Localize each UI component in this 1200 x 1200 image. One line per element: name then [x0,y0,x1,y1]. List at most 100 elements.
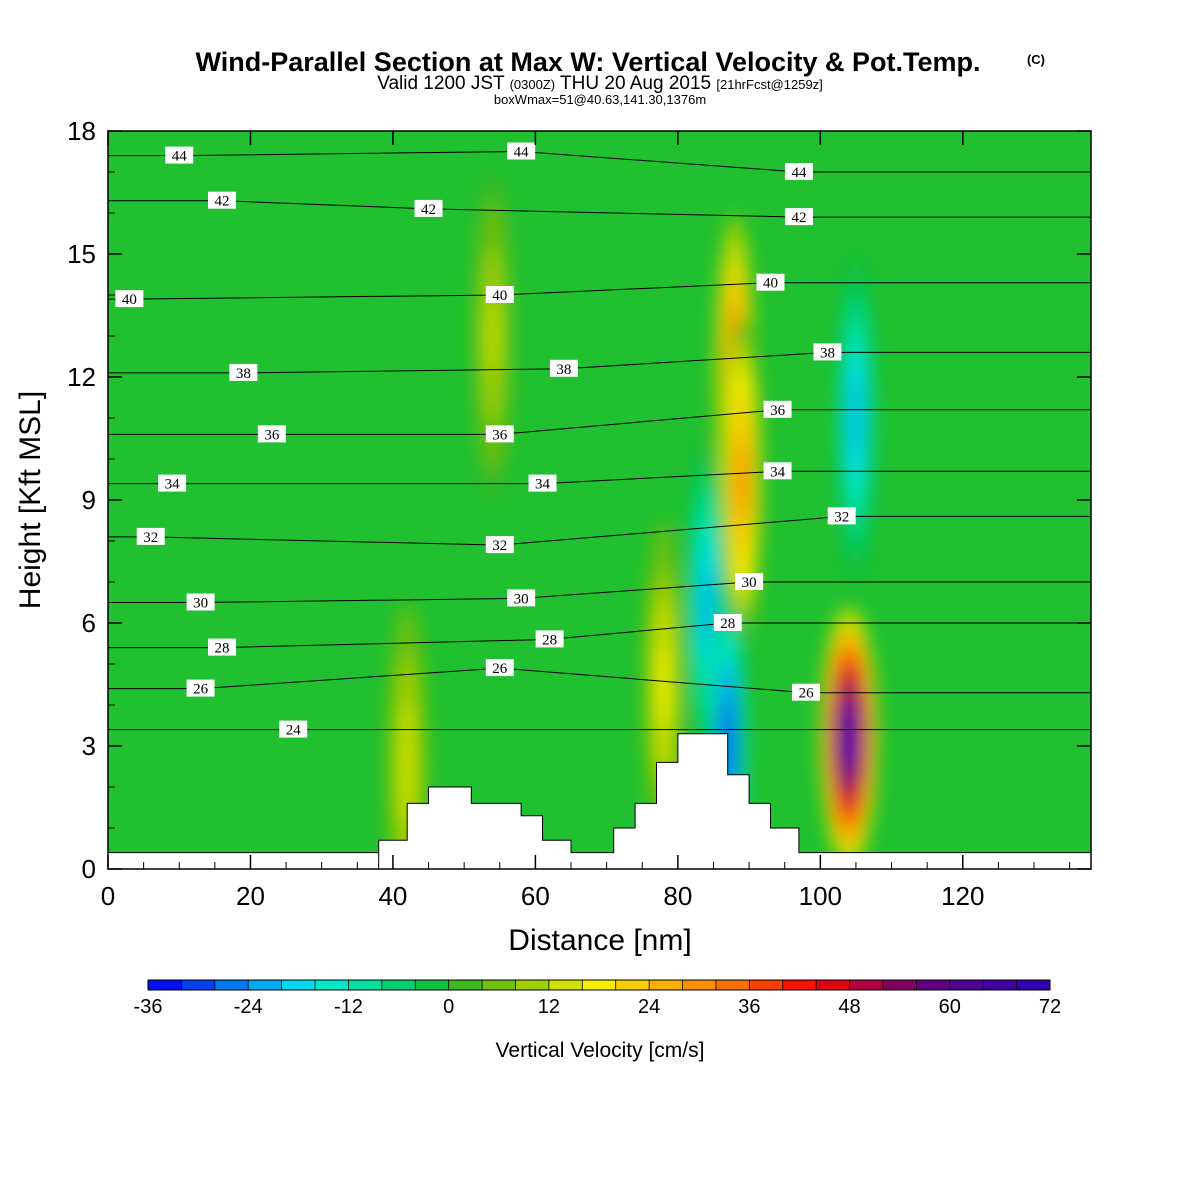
contour-label-bg [207,191,236,209]
contour-label-bg [507,142,536,160]
colorbar-swatch [682,980,717,990]
contour-label-text: 32 [834,509,849,525]
contour-label-bg [257,425,286,443]
contour-label-text: 36 [264,427,280,443]
velocity-blob-updraft [488,298,498,374]
plot-area [108,131,1091,869]
contour-label-text: 30 [514,591,529,607]
contour-label-bg [763,462,792,480]
contour-label-bg [528,474,557,492]
contour-label-text: 42 [214,194,229,210]
contour-label-text: 24 [286,723,302,739]
colorbar-swatch [148,980,182,990]
x-tick-label: 80 [663,881,692,911]
colorbar-tick-label: 12 [538,996,560,1018]
theta-contour-label: 32 [485,536,514,554]
colorbar-swatch [214,980,249,990]
contour-label-bg [186,679,215,697]
x-tick-label: 40 [378,881,407,911]
contour-label-bg [549,359,578,377]
colorbar-swatch [782,980,817,990]
contour-label-text: 38 [236,366,251,382]
contour-label-bg [229,363,258,381]
contour-label-text: 32 [143,530,158,546]
y-tick-label: 0 [82,854,96,884]
colorbar-swatch [615,980,650,990]
contour-label-text: 38 [820,345,835,361]
colorbar-tick-label: -36 [134,996,163,1018]
contour-label-bg [207,638,236,656]
colorbar-swatch [315,980,349,990]
contour-label-text: 42 [421,202,436,218]
theta-contour-label: 24 [279,720,308,739]
y-tick-label: 15 [67,239,96,269]
theta-contour-label: 30 [507,589,536,607]
x-tick-label: 120 [941,881,984,911]
contour-label-bg [158,474,187,492]
contour-label-text: 44 [791,165,807,181]
contour-label-bg [414,199,443,217]
theta-contour-label: 36 [485,425,514,443]
valid-date: THU 20 Aug 2015 [560,73,711,94]
colorbar-swatch [248,980,283,990]
colorbar-swatch [849,980,884,990]
contour-label-bg [535,630,564,648]
theta-contour-label: 32 [136,527,165,546]
contour-label-text: 36 [492,427,508,443]
x-tick-label: 60 [521,881,550,911]
theta-contour-label: 36 [257,425,286,443]
forecast-note: [21hrFcst@1259z] [716,77,822,92]
x-axis-label: Distance [nm] [508,924,691,957]
contour-label-text: 34 [165,477,181,493]
colorbar-tick-label: 60 [939,996,961,1018]
theta-contour-label: 38 [229,363,258,382]
y-tick-label: 9 [82,485,96,515]
velocity-blob-downdraft [851,380,861,456]
colorbar-tick-label: 24 [638,996,660,1018]
theta-contour-label: 40 [756,273,785,292]
copyright-mark: (C) [1027,52,1045,67]
contour-label-bg [763,400,792,418]
contour-label-bg [165,146,194,164]
theta-contour-label: 26 [792,683,821,702]
contour-label-bg [784,163,813,180]
contour-label-text: 38 [556,362,571,378]
contour-label-text: 26 [193,682,209,698]
theta-contour-label: 44 [784,163,813,181]
chart-title: Wind-Parallel Section at Max W: Vertical… [196,47,981,77]
colorbar-swatch [949,980,984,990]
x-tick-label: 0 [101,881,115,911]
theta-contour-label: 44 [165,146,194,165]
contour-label-text: 44 [514,145,530,161]
theta-contour-label: 26 [485,659,514,677]
theta-contour-label: 38 [549,359,578,378]
contour-label-text: 40 [122,292,137,308]
theta-contour-label: 42 [414,199,443,218]
contour-label-text: 28 [720,616,735,632]
theta-contour-label: 28 [535,630,564,648]
contour-label-text: 26 [492,661,508,677]
velocity-blob-downdraft [701,565,711,640]
y-tick-label: 6 [82,608,96,638]
contour-label-bg [279,720,308,738]
theta-contour-label: 30 [735,573,764,591]
y-tick-label: 18 [67,116,96,146]
velocity-blob-updraft [402,729,412,804]
contour-label-bg [507,589,536,607]
theta-contour-label: 42 [784,208,813,226]
colorbar-swatch [281,980,316,990]
theta-contour-label: 42 [207,191,236,210]
theta-contour-label: 40 [485,286,514,304]
theta-contour-label: 38 [813,343,842,361]
colorbar-swatch [582,980,617,990]
theta-contour-label: 26 [186,679,215,698]
colorbar-swatch [983,980,1018,990]
contour-label-bg [186,593,215,611]
contour-label-bg [485,536,514,554]
valid-line: Valid 1200 JST (0300Z) THU 20 Aug 2015 [… [377,73,823,94]
colorbar-frame [147,979,1051,991]
colorbar-swatch [181,980,216,990]
theta-contour-label: 44 [507,142,536,161]
contour-label-text: 28 [214,641,229,657]
